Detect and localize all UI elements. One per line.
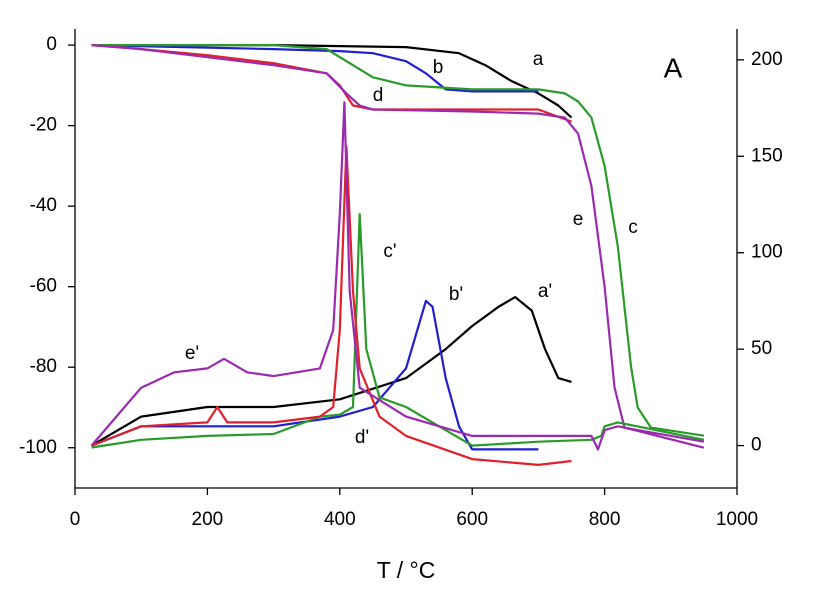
series-line — [90, 101, 705, 451]
y-tick-label: -80 — [30, 356, 57, 377]
series-line — [91, 44, 705, 449]
series-line — [91, 213, 705, 449]
curve-label: a' — [538, 281, 552, 302]
curve-label: d' — [355, 427, 369, 448]
series-line — [91, 145, 572, 466]
curve-label: c' — [383, 241, 396, 262]
x-tick-label: 0 — [70, 509, 81, 530]
curve-label: d — [373, 85, 384, 106]
y-tick-label: -40 — [30, 195, 57, 216]
curve-label: a — [533, 49, 544, 70]
x-tick-label: 1000 — [716, 509, 758, 530]
x-tick-label: 200 — [192, 509, 224, 530]
y-tick-label: 0 — [46, 34, 57, 55]
curve-label: e' — [185, 343, 199, 364]
y2-tick-label: 50 — [751, 338, 772, 359]
series-line — [91, 44, 573, 119]
curve-label: c — [628, 217, 638, 238]
series-line — [91, 299, 539, 451]
series-line — [91, 44, 705, 437]
series-line — [91, 44, 572, 123]
series-line — [90, 296, 572, 447]
y-tick-label: -100 — [19, 437, 57, 458]
y-tick-label: -60 — [30, 276, 57, 297]
y2-tick-label: 150 — [751, 145, 783, 166]
x-axis-title: T / °C — [377, 557, 436, 583]
curve-label: b' — [449, 284, 463, 305]
x-tick-label: 400 — [324, 509, 356, 530]
curve-label: e — [573, 209, 584, 230]
y-tick-label: -20 — [30, 115, 57, 136]
x-tick-label: 600 — [456, 509, 488, 530]
curve-label: b — [433, 57, 444, 78]
series-line — [91, 44, 539, 93]
panel-label: A — [664, 52, 683, 83]
y2-tick-label: 0 — [751, 435, 762, 456]
y2-tick-label: 100 — [751, 242, 783, 263]
x-tick-label: 800 — [589, 509, 621, 530]
y2-tick-label: 200 — [751, 49, 783, 70]
